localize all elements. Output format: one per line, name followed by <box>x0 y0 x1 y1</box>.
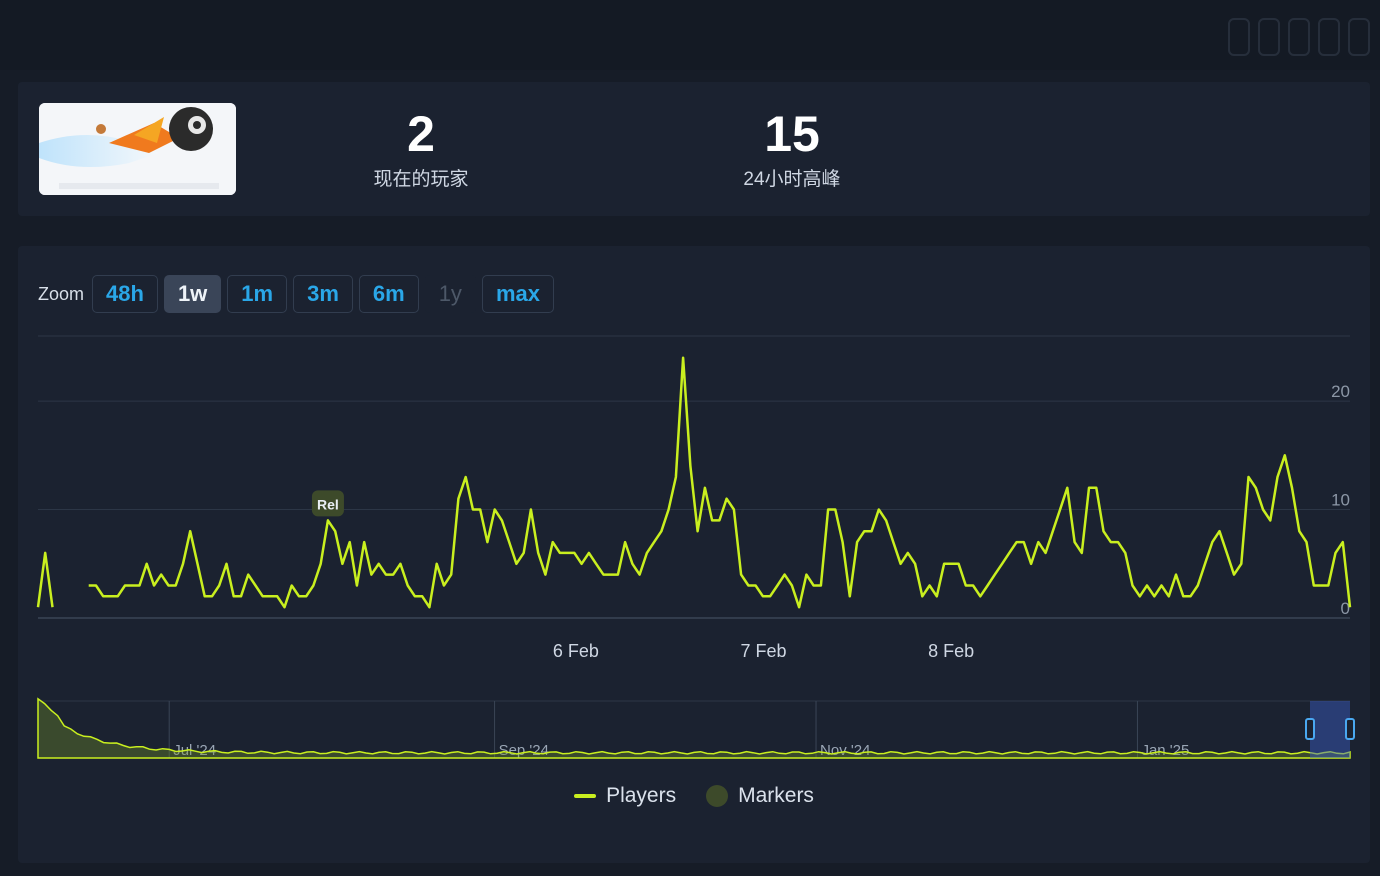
navigator-tick-label: Sep '24 <box>499 742 549 759</box>
release-marker[interactable]: Rel <box>311 490 344 517</box>
x-tick-label: 6 Feb <box>553 641 599 661</box>
navigator-left-handle[interactable] <box>1305 718 1315 740</box>
toolbar-icon[interactable] <box>1258 18 1280 56</box>
chart-legend: Players Markers <box>18 784 1370 808</box>
marker-label: Rel <box>317 496 339 512</box>
chart-card: Zoom 48h 1w 1m 3m 6m 1y max 0 10 20 6 Feb 7 Feb 8 … <box>18 246 1370 863</box>
current-players-value: 2 <box>407 106 435 162</box>
game-art-image <box>39 103 236 195</box>
peak-24h-stat: 15 24小时高峰 <box>682 106 902 191</box>
navigator-series-area <box>37 697 1351 759</box>
zoom-button-48h[interactable]: 48h <box>92 275 158 313</box>
legend-players-label: Players <box>606 784 677 807</box>
toolbar-icons <box>1228 18 1370 56</box>
zoom-button-1m[interactable]: 1m <box>227 275 288 313</box>
legend-markers[interactable]: Markers <box>706 784 814 808</box>
zoom-button-3m[interactable]: 3m <box>293 275 353 313</box>
zoom-controls: Zoom 48h 1w 1m 3m 6m 1y max <box>38 275 560 313</box>
navigator-tick-label: Nov '24 <box>820 742 870 759</box>
marker-badge <box>311 490 344 517</box>
y-tick-label: 20 <box>1331 382 1350 401</box>
legend-players[interactable]: Players <box>574 784 676 808</box>
players-line-swatch <box>574 794 597 798</box>
game-thumbnail[interactable] <box>39 103 236 195</box>
navigator-selection[interactable] <box>1310 701 1350 758</box>
zoom-button-1w[interactable]: 1w <box>163 275 222 313</box>
peak-24h-value: 15 <box>764 106 820 162</box>
toolbar-icon[interactable] <box>1318 18 1340 56</box>
current-players-stat: 2 现在的玩家 <box>311 106 531 191</box>
toolbar-icon[interactable] <box>1228 18 1250 56</box>
players-series-line[interactable] <box>36 356 1352 609</box>
x-tick-label: 8 Feb <box>928 641 974 661</box>
zoom-button-max[interactable]: max <box>481 275 554 313</box>
zoom-button-6m[interactable]: 6m <box>358 275 419 313</box>
legend-markers-label: Markers <box>738 784 814 807</box>
markers-dot-swatch <box>706 785 729 807</box>
current-players-label: 现在的玩家 <box>373 169 469 190</box>
toolbar-icon[interactable] <box>1288 18 1310 56</box>
zoom-button-1y: 1y <box>424 275 476 313</box>
y-tick-label: 10 <box>1331 491 1350 510</box>
zoom-label: Zoom <box>38 283 85 304</box>
peak-24h-label: 24小时高峰 <box>743 169 841 190</box>
top-bar <box>0 0 1380 70</box>
navigator-tick-label: Jan '25 <box>1141 742 1189 759</box>
x-tick-label: 7 Feb <box>741 641 787 661</box>
navigator-right-handle[interactable] <box>1345 718 1355 740</box>
stats-card: 2 现在的玩家 15 24小时高峰 <box>18 82 1370 216</box>
y-tick-label: 0 <box>1341 599 1350 618</box>
toolbar-icon[interactable] <box>1348 18 1370 56</box>
